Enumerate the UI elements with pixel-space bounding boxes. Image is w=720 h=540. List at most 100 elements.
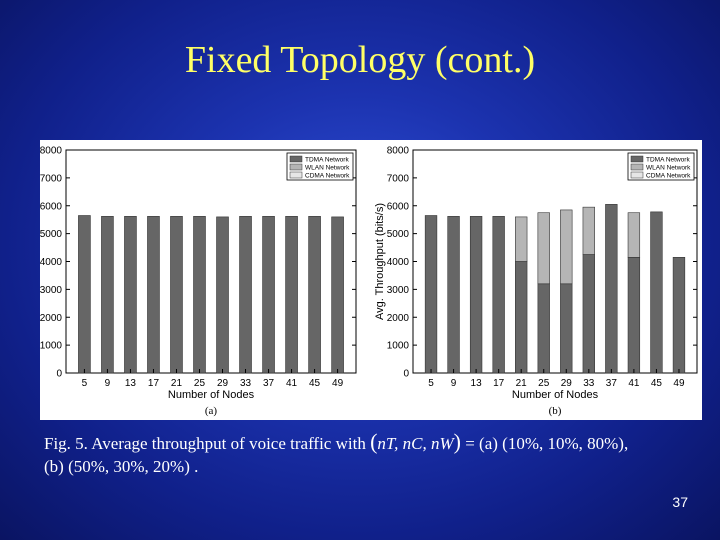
bar-segment <box>582 206 595 255</box>
x-tick-label: 37 <box>606 378 618 389</box>
figure-panel: 0 1000 2000 3000 4000 5000 6000 7000 8000 5 9 13 17 2… <box>40 140 702 420</box>
bar-segment <box>424 215 438 374</box>
bar-segment <box>78 215 91 374</box>
x-axis-label: Number of Nodes <box>168 389 255 401</box>
bar-segment <box>239 216 252 374</box>
x-tick-label: 13 <box>125 378 137 389</box>
figure-caption: Fig. 5. Average throughput of voice traf… <box>44 430 684 478</box>
chart-figure: 0 1000 2000 3000 4000 5000 6000 7000 8000 5 9 13 17 2… <box>40 146 698 417</box>
legend-entry: WLAN Network <box>646 165 691 172</box>
math-n-c: nC <box>402 434 423 453</box>
chart-panel-b: 0 1000 2000 3000 4000 5000 6000 7000 8000 5 9 13 17 2… <box>374 146 698 417</box>
x-tick-label: 25 <box>194 378 206 389</box>
page-number: 37 <box>672 494 688 510</box>
x-tick-label: 17 <box>493 378 505 389</box>
bar-segment <box>170 216 183 374</box>
x-tick-label: 33 <box>240 378 252 389</box>
y-tick-label: 0 <box>56 369 62 380</box>
x-tick-label: 33 <box>583 378 595 389</box>
y-tick-label: 2000 <box>40 313 62 324</box>
x-tick-label: 21 <box>516 378 528 389</box>
bar-segment <box>469 216 483 374</box>
bar-segment <box>101 216 114 374</box>
math-n-w: nW <box>430 434 454 453</box>
x-tick-label: 41 <box>286 378 298 389</box>
x-tick-label: 5 <box>428 378 434 389</box>
legend-swatch <box>630 171 644 179</box>
x-tick-label: 29 <box>561 378 573 389</box>
x-tick-label: 9 <box>105 378 111 389</box>
caption-line-2: (b) (50%, 30%, 20%) . <box>44 457 199 476</box>
bar-segment <box>650 211 663 374</box>
y-tick-label: 3000 <box>40 285 62 296</box>
bar-segment <box>537 212 550 285</box>
y-tick-label: 2000 <box>387 313 410 324</box>
bar-segment <box>672 257 686 374</box>
y-tick-label: 7000 <box>387 173 410 184</box>
slide-title: Fixed Topology (cont.) <box>184 39 536 81</box>
bar-segment <box>582 254 595 374</box>
y-tick-label: 6000 <box>387 201 410 212</box>
x-tick-label: 45 <box>651 378 663 389</box>
bar-segment <box>193 216 206 374</box>
legend-entry: WLAN Network <box>305 165 350 172</box>
caption-line-1: Fig. 5. Average throughput of voice traf… <box>44 430 684 455</box>
y-tick-label: 3000 <box>387 285 410 296</box>
bar-segment <box>124 216 137 374</box>
x-tick-label: 21 <box>171 378 183 389</box>
bar-segment <box>560 209 573 285</box>
caption-prefix: Fig. 5. Average throughput of voice traf… <box>44 434 366 453</box>
x-tick-label: 9 <box>451 378 457 389</box>
y-tick-label: 4000 <box>387 257 410 268</box>
bar-segment <box>492 216 505 374</box>
x-tick-label: 5 <box>82 378 88 389</box>
bar-segment <box>627 212 641 258</box>
bar-segment <box>515 216 528 262</box>
bar-segment <box>537 283 550 374</box>
y-tick-label: 5000 <box>40 229 62 240</box>
y-tick-label: 8000 <box>387 146 410 157</box>
bar-segment <box>216 216 229 374</box>
y-tick-label: 0 <box>403 369 409 380</box>
x-axis-label: Number of Nodes <box>512 389 599 401</box>
bar-segment <box>447 216 460 374</box>
y-tick-label: 4000 <box>40 257 62 268</box>
caption-suffix: = (a) (10%, 10%, 80%), <box>465 434 629 453</box>
legend-entry: TDMA Network <box>646 157 690 164</box>
legend-entry: CDMA Network <box>305 173 350 180</box>
plot-frame <box>412 149 698 374</box>
y-tick-label: 8000 <box>40 146 62 157</box>
x-tick-label: 13 <box>471 378 483 389</box>
panel-label: (a) <box>205 405 218 417</box>
y-tick-label: 6000 <box>40 201 62 212</box>
legend-swatch <box>289 155 303 163</box>
legend-swatch <box>289 163 303 171</box>
bar-segment <box>560 283 573 374</box>
x-tick-label: 25 <box>538 378 550 389</box>
x-tick-label: 29 <box>217 378 229 389</box>
math-n-t: nT <box>377 434 395 453</box>
legend-swatch <box>289 171 303 179</box>
bar-segment <box>147 216 160 374</box>
y-tick-label: 1000 <box>387 341 410 352</box>
bar-segment <box>331 216 344 374</box>
y-tick-label: 7000 <box>40 173 62 184</box>
bar-segment <box>285 216 298 374</box>
x-tick-label: 49 <box>332 378 344 389</box>
x-tick-label: 17 <box>148 378 160 389</box>
bar-segment <box>627 257 641 374</box>
panel-label: (b) <box>549 405 562 417</box>
legend-swatch <box>630 155 644 163</box>
x-tick-label: 37 <box>263 378 275 389</box>
y-tick-label: 1000 <box>40 341 62 352</box>
x-tick-label: 49 <box>673 378 685 389</box>
bar-segment <box>515 261 528 374</box>
legend-entry: TDMA Network <box>305 157 349 164</box>
legend-entry: CDMA Network <box>646 173 691 180</box>
bar-segment <box>605 204 618 374</box>
x-tick-label: 41 <box>628 378 640 389</box>
legend-swatch <box>630 163 644 171</box>
chart-panel-a: 0 1000 2000 3000 4000 5000 6000 7000 8000 5 9 13 17 2… <box>40 146 357 417</box>
plot-frame <box>65 149 357 374</box>
y-tick-label: 5000 <box>387 229 410 240</box>
